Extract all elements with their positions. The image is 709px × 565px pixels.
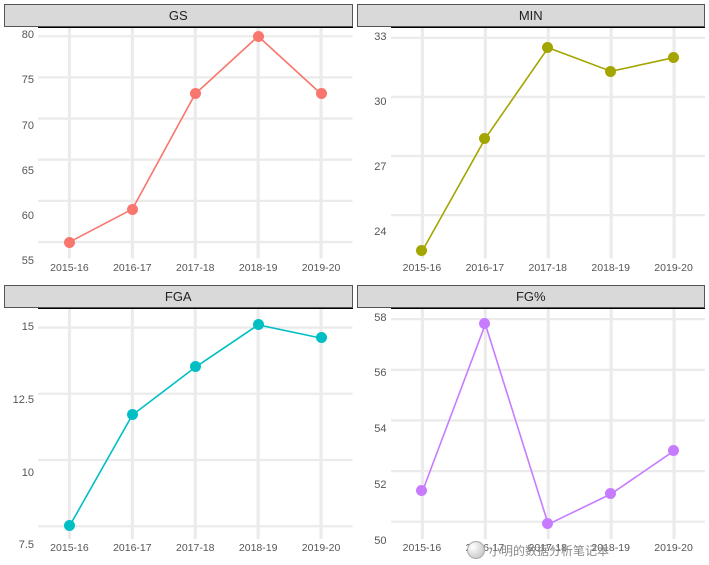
data-point [127, 409, 138, 420]
y-axis: 55 60 65 70 75 80 [4, 27, 38, 281]
y-tick: 75 [22, 75, 34, 86]
x-tick: 2019-20 [290, 539, 353, 561]
x-tick: 2018-19 [579, 539, 642, 561]
x-axis: 2015-162016-172017-182018-192019-20 [391, 539, 706, 561]
panel-title: GS [4, 4, 353, 27]
x-tick: 2015-16 [38, 259, 101, 281]
panel-gs: GS 55 60 65 70 75 80 2015-162016-172017-182018-… [4, 4, 353, 281]
data-point [64, 237, 75, 248]
x-tick: 2018-19 [227, 259, 290, 281]
plot-wrap: 50 52 54 56 58 2015-162016-172017-182018-1920… [357, 308, 706, 562]
panel-title: MIN [357, 4, 706, 27]
y-tick: 56 [374, 368, 386, 379]
x-tick: 2019-20 [642, 539, 705, 561]
plot-wrap: 55 60 65 70 75 80 2015-162016-172017-182018-19… [4, 27, 353, 281]
data-point [253, 319, 264, 330]
y-tick: 7.5 [19, 540, 34, 551]
x-axis: 2015-162016-172017-182018-192019-20 [38, 539, 353, 561]
x-tick: 2018-19 [227, 539, 290, 561]
y-tick: 65 [22, 166, 34, 177]
x-tick: 2019-20 [290, 259, 353, 281]
panel-min: MIN242730332015-162016-172017-182018-192… [357, 4, 706, 281]
y-axis: 24 27 30 33 [357, 27, 391, 281]
x-tick: 2017-18 [164, 539, 227, 561]
y-tick: 60 [22, 211, 34, 222]
x-tick: 2015-16 [391, 259, 454, 281]
y-axis: 7.5 10 12.5 15 [4, 308, 38, 562]
x-tick: 2016-17 [101, 539, 164, 561]
panel-fgp: FG% 50 52 54 56 58 2015-162016-172017-182018-1… [357, 285, 706, 562]
x-tick: 2016-17 [453, 539, 516, 561]
x-axis: 2015-162016-172017-182018-192019-20 [391, 259, 706, 281]
plot-column: 2015-162016-172017-182018-192019-20 [391, 27, 706, 281]
plot-column: 2015-162016-172017-182018-192019-20 [38, 27, 353, 281]
y-tick: 15 [22, 322, 34, 333]
x-tick: 2017-18 [516, 539, 579, 561]
y-tick: 58 [374, 313, 386, 324]
plot-wrap: 24 27 30 33 2015-162016-172017-182018-192019… [357, 27, 706, 281]
data-point [316, 332, 327, 343]
plot-area [38, 308, 353, 540]
y-tick: 27 [374, 162, 386, 173]
data-point [190, 361, 201, 372]
x-tick: 2015-16 [391, 539, 454, 561]
plot-area [391, 308, 706, 540]
plot-area [391, 27, 706, 259]
y-tick: 30 [374, 97, 386, 108]
panel-title: FG% [357, 285, 706, 308]
plot-wrap: 7.5 10 12.5 15 2015-162016-172017-182018-192… [4, 308, 353, 562]
x-tick: 2016-17 [101, 259, 164, 281]
y-tick: 24 [374, 227, 386, 238]
y-tick: 12.5 [13, 395, 34, 406]
y-tick: 52 [374, 480, 386, 491]
y-tick: 10 [22, 468, 34, 479]
x-tick: 2017-18 [164, 259, 227, 281]
x-tick: 2015-16 [38, 539, 101, 561]
x-tick: 2019-20 [642, 259, 705, 281]
x-axis: 2015-162016-172017-182018-192019-20 [38, 259, 353, 281]
data-point [605, 66, 616, 77]
x-tick: 2016-17 [453, 259, 516, 281]
plot-area [38, 27, 353, 259]
y-tick: 70 [22, 121, 34, 132]
y-tick: 54 [374, 424, 386, 435]
plot-column: 2015-162016-172017-182018-192019-20 [38, 308, 353, 562]
x-tick: 2018-19 [579, 259, 642, 281]
data-point [668, 445, 679, 456]
data-point [605, 488, 616, 499]
panel-fga: FGA 7.5 10 12.5 15 2015-162016-172017-182018-… [4, 285, 353, 562]
y-tick: 80 [22, 30, 34, 41]
y-tick: 33 [374, 32, 386, 43]
data-point [316, 88, 327, 99]
facet-grid: GS5560657075802015-162016-172017-182018-… [0, 0, 709, 565]
data-point [127, 204, 138, 215]
y-tick: 55 [22, 256, 34, 267]
y-tick: 50 [374, 536, 386, 547]
panel-title: FGA [4, 285, 353, 308]
data-point [253, 31, 264, 42]
x-tick: 2017-18 [516, 259, 579, 281]
plot-column: 2015-162016-172017-182018-192019-20 [391, 308, 706, 562]
y-axis: 50 52 54 56 58 [357, 308, 391, 562]
